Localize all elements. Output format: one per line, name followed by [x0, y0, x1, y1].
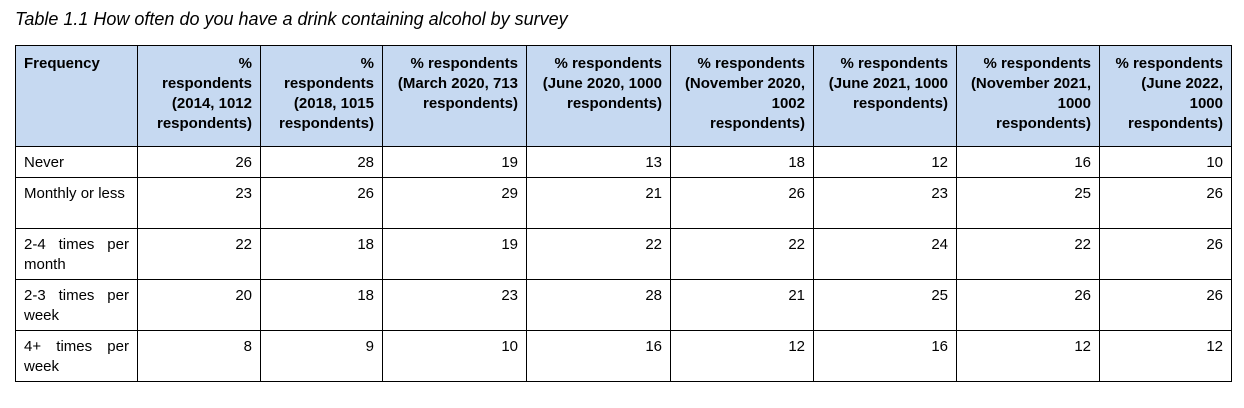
- column-header-march-2020: % respondents (March 2020, 713 responden…: [382, 45, 527, 147]
- table-row: 4+ times per week 8 9 10 16 12 16 12 12: [15, 330, 1232, 382]
- table-row: 2-4 times per month 22 18 19 22 22 24 22…: [15, 228, 1232, 280]
- table-cell: 26: [670, 177, 814, 229]
- table-cell: 12: [956, 330, 1100, 382]
- table-cell: 22: [670, 228, 814, 280]
- row-label: 2-4 times per month: [15, 228, 138, 280]
- table-cell: 10: [382, 330, 527, 382]
- column-header-2014: % respondents (2014, 1012 respondents): [137, 45, 261, 147]
- table-cell: 16: [813, 330, 957, 382]
- table-cell: 13: [526, 146, 671, 178]
- table-cell: 25: [956, 177, 1100, 229]
- table-cell: 26: [1099, 177, 1232, 229]
- table-cell: 21: [670, 279, 814, 331]
- table-cell: 18: [260, 228, 383, 280]
- table-cell: 18: [670, 146, 814, 178]
- header-row: Frequency % respondents (2014, 1012 resp…: [15, 45, 1232, 147]
- table-cell: 9: [260, 330, 383, 382]
- table-cell: 20: [137, 279, 261, 331]
- table-cell: 8: [137, 330, 261, 382]
- column-header-june-2021: % respondents (June 2021, 1000 responden…: [813, 45, 957, 147]
- row-label: 4+ times per week: [15, 330, 138, 382]
- row-label: 2-3 times per week: [15, 279, 138, 331]
- table-cell: 10: [1099, 146, 1232, 178]
- table-cell: 28: [260, 146, 383, 178]
- table-cell: 12: [670, 330, 814, 382]
- column-header-november-2020: % respondents (November 2020, 1002 respo…: [670, 45, 814, 147]
- table-cell: 12: [813, 146, 957, 178]
- table-cell: 23: [137, 177, 261, 229]
- column-header-frequency: Frequency: [15, 45, 138, 147]
- table-cell: 16: [526, 330, 671, 382]
- table-cell: 26: [1099, 228, 1232, 280]
- table-cell: 25: [813, 279, 957, 331]
- row-label: Never: [15, 146, 138, 178]
- row-label: Monthly or less: [15, 177, 138, 229]
- table-cell: 26: [956, 279, 1100, 331]
- table-cell: 29: [382, 177, 527, 229]
- table-cell: 21: [526, 177, 671, 229]
- table-row: Monthly or less 23 26 29 21 26 23 25 26: [15, 177, 1232, 229]
- column-header-june-2020: % respondents (June 2020, 1000 responden…: [526, 45, 671, 147]
- table-cell: 12: [1099, 330, 1232, 382]
- table-cell: 22: [526, 228, 671, 280]
- table-cell: 26: [137, 146, 261, 178]
- table-cell: 19: [382, 146, 527, 178]
- table-cell: 23: [382, 279, 527, 331]
- column-header-november-2021: % respondents (November 2021, 1000 respo…: [956, 45, 1100, 147]
- alcohol-frequency-table: Frequency % respondents (2014, 1012 resp…: [15, 45, 1232, 382]
- table-cell: 28: [526, 279, 671, 331]
- column-header-2018: % respondents (2018, 1015 respondents): [260, 45, 383, 147]
- table-row: 2-3 times per week 20 18 23 28 21 25 26 …: [15, 279, 1232, 331]
- table-cell: 22: [137, 228, 261, 280]
- table-cell: 18: [260, 279, 383, 331]
- table-cell: 26: [260, 177, 383, 229]
- table-cell: 19: [382, 228, 527, 280]
- table-cell: 24: [813, 228, 957, 280]
- table-cell: 22: [956, 228, 1100, 280]
- column-header-june-2022: % respondents (June 2022, 1000 responden…: [1099, 45, 1232, 147]
- table-caption: Table 1.1 How often do you have a drink …: [15, 9, 568, 29]
- table-cell: 23: [813, 177, 957, 229]
- table-cell: 26: [1099, 279, 1232, 331]
- table-cell: 16: [956, 146, 1100, 178]
- table-row: Never 26 28 19 13 18 12 16 10: [15, 146, 1232, 178]
